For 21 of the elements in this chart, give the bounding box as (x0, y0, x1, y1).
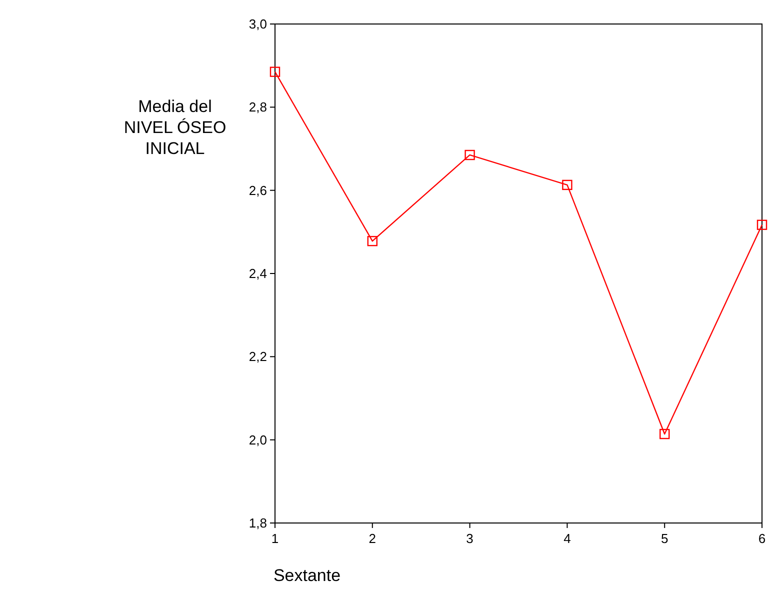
point (464, 150, 475, 160)
x-tick-label: 2 (368, 531, 376, 546)
x-tick-label: 1 (271, 531, 279, 546)
y-tick-label: 2,4 (248, 266, 267, 282)
y-tick-label: 2,8 (248, 100, 267, 115)
x-axis-title: Sextante (273, 566, 341, 585)
point (756, 220, 768, 230)
y-axis-title: Media del NIVEL ÓSEO INICIAL (124, 97, 226, 158)
y-tick-label: 2,2 (248, 349, 267, 364)
x-tick-label: 5 (660, 531, 668, 546)
x-tick-label: 6 (758, 531, 766, 546)
y-tick-label: 1,8 (248, 516, 267, 531)
point (367, 236, 378, 246)
point (562, 180, 572, 190)
y-tick-label: 2,0 (248, 432, 267, 448)
point (270, 66, 280, 77)
y-tick-label: 3,0 (248, 16, 267, 32)
point (660, 428, 670, 440)
x-tick-label: 3 (466, 531, 474, 546)
y-tick-label: 2,6 (248, 182, 267, 198)
x-tick-label: 4 (564, 531, 571, 546)
